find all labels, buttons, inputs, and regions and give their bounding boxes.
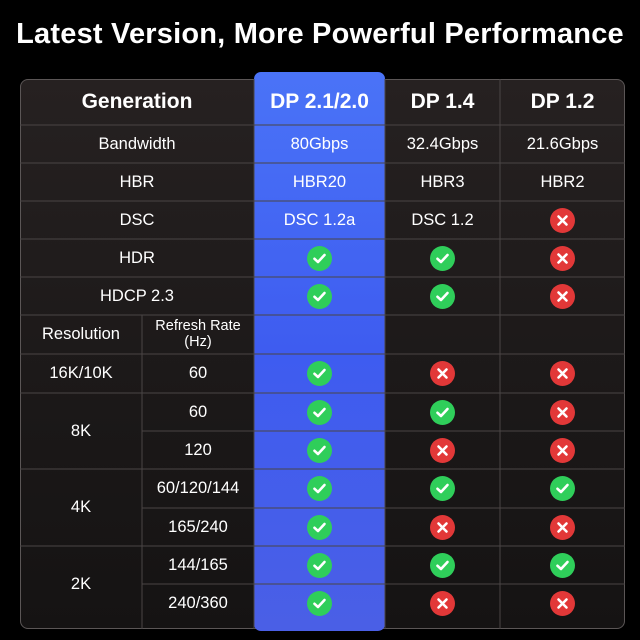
table-cell — [254, 469, 385, 508]
refresh-rate-cell: 60 — [188, 402, 208, 421]
check-icon — [430, 476, 455, 501]
table-cell — [500, 508, 625, 546]
table-cell — [254, 508, 385, 546]
table-cell — [385, 277, 500, 315]
row-label: DSC — [119, 210, 155, 229]
table-cell: 80Gbps — [290, 134, 349, 153]
cross-icon — [550, 283, 575, 309]
table-cell — [254, 431, 385, 469]
table-cell — [254, 354, 385, 393]
table-cell — [254, 277, 385, 315]
check-icon — [550, 476, 575, 501]
table-cell — [385, 469, 500, 508]
cross-icon — [550, 207, 575, 233]
refresh-rate-header: Refresh Rate (Hz) — [155, 318, 241, 350]
cross-icon — [550, 590, 575, 616]
table-cell — [385, 354, 500, 393]
refresh-rate-cell: 144/165 — [168, 555, 228, 574]
cross-icon — [430, 361, 455, 386]
table-cell — [254, 546, 385, 584]
check-icon — [307, 437, 332, 463]
check-icon — [307, 476, 332, 501]
cross-icon — [550, 514, 575, 540]
table-cell — [500, 239, 625, 277]
table-cell: HBR3 — [420, 172, 465, 191]
check-icon — [430, 245, 455, 271]
table-cell — [500, 393, 625, 431]
header-dp-2-1-2-0: DP 2.1/2.0 — [270, 90, 369, 114]
cross-icon — [430, 514, 455, 540]
refresh-rate-cell: 60 — [188, 364, 208, 383]
resolution-label: 16K/10K — [49, 364, 113, 383]
header-dp-1-2: DP 1.2 — [530, 90, 595, 114]
refresh-rate-cell: 240/360 — [168, 593, 228, 612]
refresh-rate-cell: 165/240 — [168, 517, 228, 536]
check-icon — [307, 245, 332, 271]
table-cell: 21.6Gbps — [526, 134, 599, 153]
table-cell — [385, 584, 500, 622]
check-icon — [307, 514, 332, 540]
table-cell: 32.4Gbps — [406, 134, 479, 153]
check-icon — [307, 399, 332, 425]
header-dp-1-4: DP 1.4 — [410, 90, 475, 114]
refresh-rate-cell: 60/120/144 — [156, 479, 240, 498]
row-label: Bandwidth — [98, 134, 176, 153]
row-label: HDR — [119, 248, 155, 267]
page-title: Latest Version, More Powerful Performanc… — [16, 18, 624, 50]
check-icon — [307, 283, 332, 309]
check-icon — [307, 552, 332, 578]
cross-icon — [550, 245, 575, 271]
table-cell — [385, 508, 500, 546]
table-cell — [385, 431, 500, 469]
table-cell: HBR2 — [540, 172, 585, 191]
cross-icon — [430, 437, 455, 463]
check-icon — [430, 552, 455, 578]
resolution-label: 8K — [70, 421, 92, 440]
check-icon — [550, 552, 575, 578]
check-icon — [430, 283, 455, 309]
check-icon — [307, 361, 332, 386]
table-cell — [500, 354, 625, 393]
refresh-rate-cell: 120 — [184, 440, 212, 459]
table-cell — [500, 431, 625, 469]
table-cell — [500, 277, 625, 315]
cross-icon — [430, 590, 455, 616]
row-label: HBR — [119, 172, 155, 191]
table-cell — [500, 584, 625, 622]
table-cell — [500, 469, 625, 508]
header-generation: Generation — [81, 90, 193, 114]
table-cell — [254, 393, 385, 431]
resolution-label: 2K — [70, 574, 92, 593]
table-cell — [385, 546, 500, 584]
table-cell — [500, 201, 625, 239]
check-icon — [430, 399, 455, 425]
cross-icon — [550, 437, 575, 463]
cross-icon — [550, 399, 575, 425]
table-cell — [500, 546, 625, 584]
check-icon — [307, 590, 332, 616]
table-cell — [254, 584, 385, 622]
table-cell — [254, 239, 385, 277]
table-cell: DSC 1.2a — [283, 210, 356, 229]
row-label: HDCP 2.3 — [100, 286, 174, 305]
resolution-label: 4K — [70, 498, 92, 517]
table-cell: DSC 1.2 — [411, 210, 474, 229]
resolution-header: Resolution — [42, 325, 120, 344]
table-cell — [385, 393, 500, 431]
table-cell — [385, 239, 500, 277]
table-cell: HBR20 — [292, 172, 347, 191]
cross-icon — [550, 361, 575, 386]
